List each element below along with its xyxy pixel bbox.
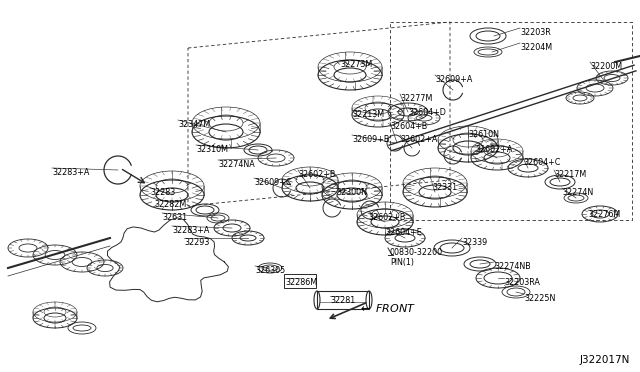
- Text: 32283+A: 32283+A: [52, 168, 90, 177]
- Text: 32347M: 32347M: [178, 120, 210, 129]
- Bar: [284, 274, 316, 288]
- Text: 32273M: 32273M: [340, 60, 372, 69]
- Text: 326305: 326305: [255, 266, 285, 275]
- Text: 32339: 32339: [462, 238, 487, 247]
- Text: 32274NB: 32274NB: [494, 262, 531, 271]
- Text: 32604+D: 32604+D: [408, 108, 446, 117]
- Text: 32274NA: 32274NA: [218, 160, 255, 169]
- Text: $\leftarrow$ FRONT: $\leftarrow$ FRONT: [358, 302, 416, 314]
- Text: 32274N: 32274N: [562, 188, 593, 197]
- Text: 32604+C: 32604+C: [523, 158, 561, 167]
- Text: 32277M: 32277M: [400, 94, 433, 103]
- Text: 32225N: 32225N: [524, 294, 556, 303]
- Text: 32203RA: 32203RA: [504, 278, 540, 287]
- Text: 32602+B: 32602+B: [298, 170, 335, 179]
- Text: 00830-32200
PIN(1): 00830-32200 PIN(1): [390, 248, 443, 267]
- Text: 32200M: 32200M: [590, 62, 622, 71]
- Bar: [317, 291, 369, 309]
- Text: 32282M: 32282M: [154, 200, 186, 209]
- Text: 32293: 32293: [184, 238, 209, 247]
- Text: 32213M: 32213M: [352, 110, 384, 119]
- Text: J322017N: J322017N: [580, 355, 630, 365]
- Text: 32310M: 32310M: [196, 145, 228, 154]
- Text: 32604+B: 32604+B: [390, 122, 428, 131]
- Text: 32276M: 32276M: [588, 210, 620, 219]
- Text: 32602+B: 32602+B: [368, 213, 405, 222]
- Text: 32609+B: 32609+B: [352, 135, 389, 144]
- Text: 32217M: 32217M: [554, 170, 586, 179]
- Text: 32203R: 32203R: [520, 28, 551, 37]
- Text: 32609+C: 32609+C: [254, 178, 291, 187]
- Text: 32631: 32631: [162, 213, 187, 222]
- Text: 32609+A: 32609+A: [435, 75, 472, 84]
- Text: 32281: 32281: [330, 296, 355, 305]
- Text: 32331: 32331: [432, 183, 457, 192]
- Text: 32602+A: 32602+A: [400, 135, 437, 144]
- Text: 32204M: 32204M: [520, 43, 552, 52]
- Text: 32300N: 32300N: [336, 188, 367, 197]
- Text: 32604+E: 32604+E: [385, 228, 422, 237]
- Text: 32286M: 32286M: [285, 278, 317, 287]
- Text: 32283+A: 32283+A: [172, 226, 209, 235]
- Text: 32610N: 32610N: [468, 130, 499, 139]
- Text: 32602+A: 32602+A: [475, 145, 513, 154]
- Text: 32283: 32283: [150, 188, 175, 197]
